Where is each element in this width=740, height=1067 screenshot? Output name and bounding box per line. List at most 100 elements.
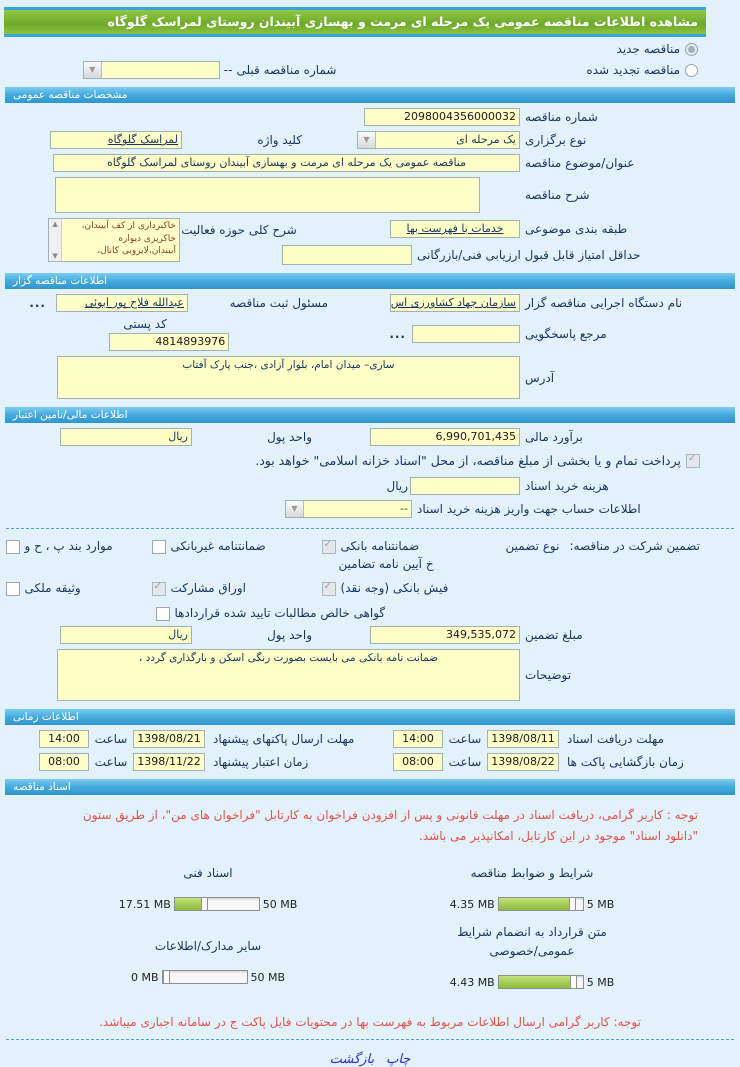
bid-validity-date[interactable]: 1398/11/22 xyxy=(133,752,205,771)
slider-thumb-icon xyxy=(162,970,170,985)
listbox-scrollbar[interactable]: ▲ ▼ xyxy=(49,219,62,261)
postal-code-field[interactable]: 4814893976 xyxy=(109,333,230,351)
section-documents: اسناد مناقصه xyxy=(5,778,735,795)
keyword-label: کلید واژه xyxy=(257,133,302,147)
guarantee-amount-field[interactable]: 349,535,072 xyxy=(370,625,520,644)
chevron-down-icon[interactable]: ▼ xyxy=(358,132,376,148)
currency-field[interactable]: ریال xyxy=(60,428,192,446)
back-link[interactable]: بازگشت xyxy=(329,1052,375,1067)
guarantee-notes-textarea[interactable]: ضمانت نامه بانکی می بایست بصورت رنگی اسک… xyxy=(57,648,520,701)
tender-kind-row-1: مناقصه جدید xyxy=(0,37,740,56)
description-textarea[interactable] xyxy=(55,177,480,213)
contact-more-link[interactable]: ... xyxy=(389,327,406,341)
used-size: 0 MB xyxy=(130,970,159,984)
bylaw-items-checkbox[interactable] xyxy=(5,539,20,554)
account-row: اطلاعات حساب جهت واریز هزینه خرید اسناد … xyxy=(0,499,740,518)
contract-text-title: متن قرارداد به انضمام شرایط عمومی/خصوصی xyxy=(457,925,607,959)
contact-field[interactable] xyxy=(412,325,520,343)
renewed-tender-radio[interactable] xyxy=(685,63,698,77)
doc-fee-label: هزینه خرید اسناد xyxy=(525,478,609,493)
bank-receipt-checkbox[interactable] xyxy=(321,581,336,596)
activity-scope-listbox[interactable]: ▲ ▼ خاکبرداری از کف آبیندان، خاکریزی دیوا… xyxy=(48,218,180,262)
bid-submission-deadline-date[interactable]: 1398/08/21 xyxy=(133,729,205,748)
print-link[interactable]: چاپ xyxy=(386,1052,411,1067)
registrar-more-link[interactable]: ... xyxy=(29,296,46,310)
min-score-row: حداقل امتیاز قابل قبول ارزیابی فنی/بازرگ… xyxy=(0,245,740,265)
keyword-field[interactable]: لمراسک گلوگاه xyxy=(50,131,182,149)
scroll-down-icon[interactable]: ▼ xyxy=(52,252,58,260)
max-size: 50 MB xyxy=(262,897,298,911)
doc-fee-field[interactable] xyxy=(410,476,520,495)
hour-label: ساعت xyxy=(448,731,482,746)
slider-thumb-icon xyxy=(201,897,209,911)
estimate-field[interactable]: 6,990,701,435 xyxy=(370,428,520,446)
subject-field[interactable]: مناقصه عمومی یک مرحله ای مرمت و بهسازی آ… xyxy=(53,154,520,172)
nonbank-guarantee-checkbox[interactable] xyxy=(151,539,166,554)
max-size: 5 MB xyxy=(586,975,615,989)
address-row: آدرس ساری– میدان امام، بلوار آزادی ،جنب … xyxy=(0,356,740,399)
tender-number-field[interactable]: 2098004356000032 xyxy=(364,108,520,126)
renewed-tender-label: مناقصه تجدید شده xyxy=(586,63,680,77)
scroll-up-icon[interactable]: ▲ xyxy=(52,220,58,228)
subject-row: عنوان/موضوع مناقصه مناقصه عمومی یک مرحله… xyxy=(0,154,740,172)
upload-progress-bar xyxy=(173,897,260,911)
page-title: مشاهده اطلاعات مناقصه عمومی یک مرحله ای … xyxy=(107,14,698,29)
bylaw-items-label: موارد بند پ ، ح و xyxy=(24,538,113,553)
envelope-opening-time[interactable]: 08:00 xyxy=(393,752,443,771)
tender-terms-size-row: 4.35 MB 5 MB xyxy=(407,897,657,911)
guarantee-group-label: تضمین شرکت در مناقصه: xyxy=(569,538,700,553)
property-collateral-label: وثیقه ملکی xyxy=(24,580,81,595)
upload-progress-bar xyxy=(161,970,248,985)
chevron-down-icon[interactable]: ▼ xyxy=(83,62,102,78)
doc-fee-currency: ریال xyxy=(386,478,408,493)
technical-docs-size-row: 17.51 MB 50 MB xyxy=(83,897,333,911)
used-size: 4.35 MB xyxy=(449,897,495,911)
envelope-opening-label: زمان بازگشایی پاکت ها xyxy=(567,754,684,769)
tender-kind-row-2: مناقصه تجدید شده شماره مناقصه قبلی -- ▼ xyxy=(0,56,740,79)
participation-bonds-checkbox[interactable] xyxy=(151,581,166,596)
max-size: 5 MB xyxy=(586,897,615,911)
other-docs-title: سایر مدارک/اطلاعات xyxy=(154,939,262,953)
upload-progress-bar xyxy=(497,897,584,911)
new-tender-radio[interactable] xyxy=(685,42,698,56)
subject-label: عنوان/موضوع مناقصه xyxy=(525,156,635,170)
account-select[interactable]: -- ▼ xyxy=(285,499,412,518)
activity-scope-group: شرح کلی حوزه فعالیت ▲ ▼ خاکبرداری از کف آ… xyxy=(48,218,298,262)
bid-submission-deadline-time[interactable]: 14:00 xyxy=(39,729,89,748)
slider-thumb-icon xyxy=(568,897,576,911)
previous-tender-number-select[interactable]: ▼ xyxy=(82,61,220,79)
account-label: اطلاعات حساب جهت واریز هزینه خرید اسناد xyxy=(417,501,641,516)
holding-type-select[interactable]: یک مرحله ای ▼ xyxy=(357,131,520,149)
upload-summary-grid: شرایط و ضوابط مناقصه 4.35 MB 5 MB متن قر… xyxy=(0,848,740,1000)
envelope-opening-date[interactable]: 1398/08/22 xyxy=(487,752,559,771)
doc-receipt-deadline-time[interactable]: 14:00 xyxy=(393,729,443,748)
registrar-label: مسئول ثبت مناقصه xyxy=(229,296,328,310)
agency-field[interactable]: سازمان جهاد کشاورزی اس xyxy=(390,294,520,312)
tender-terms-title: شرایط و ضوابط مناقصه xyxy=(470,865,594,880)
net-claims-checkbox[interactable] xyxy=(155,606,170,621)
guarantee-type-block: تضمین شرکت در مناقصه: نوع تضمین ضمانتنام… xyxy=(0,529,740,621)
contract-text-size-row: 4.43 MB 5 MB xyxy=(407,975,657,990)
bank-guarantee-checkbox[interactable] xyxy=(321,539,336,554)
section-timing: اطلاعات زمانی xyxy=(5,708,735,725)
registrar-field[interactable]: عبدالله فلاح پور ابوئی xyxy=(56,294,188,312)
upload-column-left: اسناد فنی 17.51 MB 50 MB سایر مدارک/اطلا… xyxy=(83,852,333,1000)
hour-label: ساعت xyxy=(94,731,128,746)
min-score-field[interactable] xyxy=(282,245,412,265)
category-value-link[interactable]: خدمات با فهرست بها xyxy=(390,220,520,238)
used-size: 4.43 MB xyxy=(449,975,495,989)
tender-view-page: { "page": { "title": "مشاهده اطلاعات منا… xyxy=(0,7,740,1067)
bid-validity-time[interactable]: 08:00 xyxy=(39,752,89,771)
guarantee-notes-label: توضیحات xyxy=(525,667,572,682)
estimate-row: برآورد مالی 6,990,701,435 واحد پول ریال xyxy=(0,428,740,446)
guarantee-notes-row: توضیحات ضمانت نامه بانکی می بایست بصورت … xyxy=(0,648,740,701)
address-textarea[interactable]: ساری– میدان امام، بلوار آزادی ،جنب پارک … xyxy=(57,356,520,399)
chevron-down-icon[interactable]: ▼ xyxy=(286,500,304,517)
holding-type-row: نوع برگزاری یک مرحله ای ▼ کلید واژه لمراس… xyxy=(0,131,740,149)
doc-receipt-deadline-date[interactable]: 1398/08/11 xyxy=(487,729,559,748)
description-label: شرح مناقصه xyxy=(525,188,590,202)
property-collateral-checkbox[interactable] xyxy=(5,581,20,596)
treasury-checkbox[interactable] xyxy=(686,453,700,468)
treasury-note-row: پرداخت تمام و یا بخشی از مبلغ مناقصه، از… xyxy=(0,451,740,472)
guarantee-currency-field[interactable]: ریال xyxy=(60,625,192,644)
